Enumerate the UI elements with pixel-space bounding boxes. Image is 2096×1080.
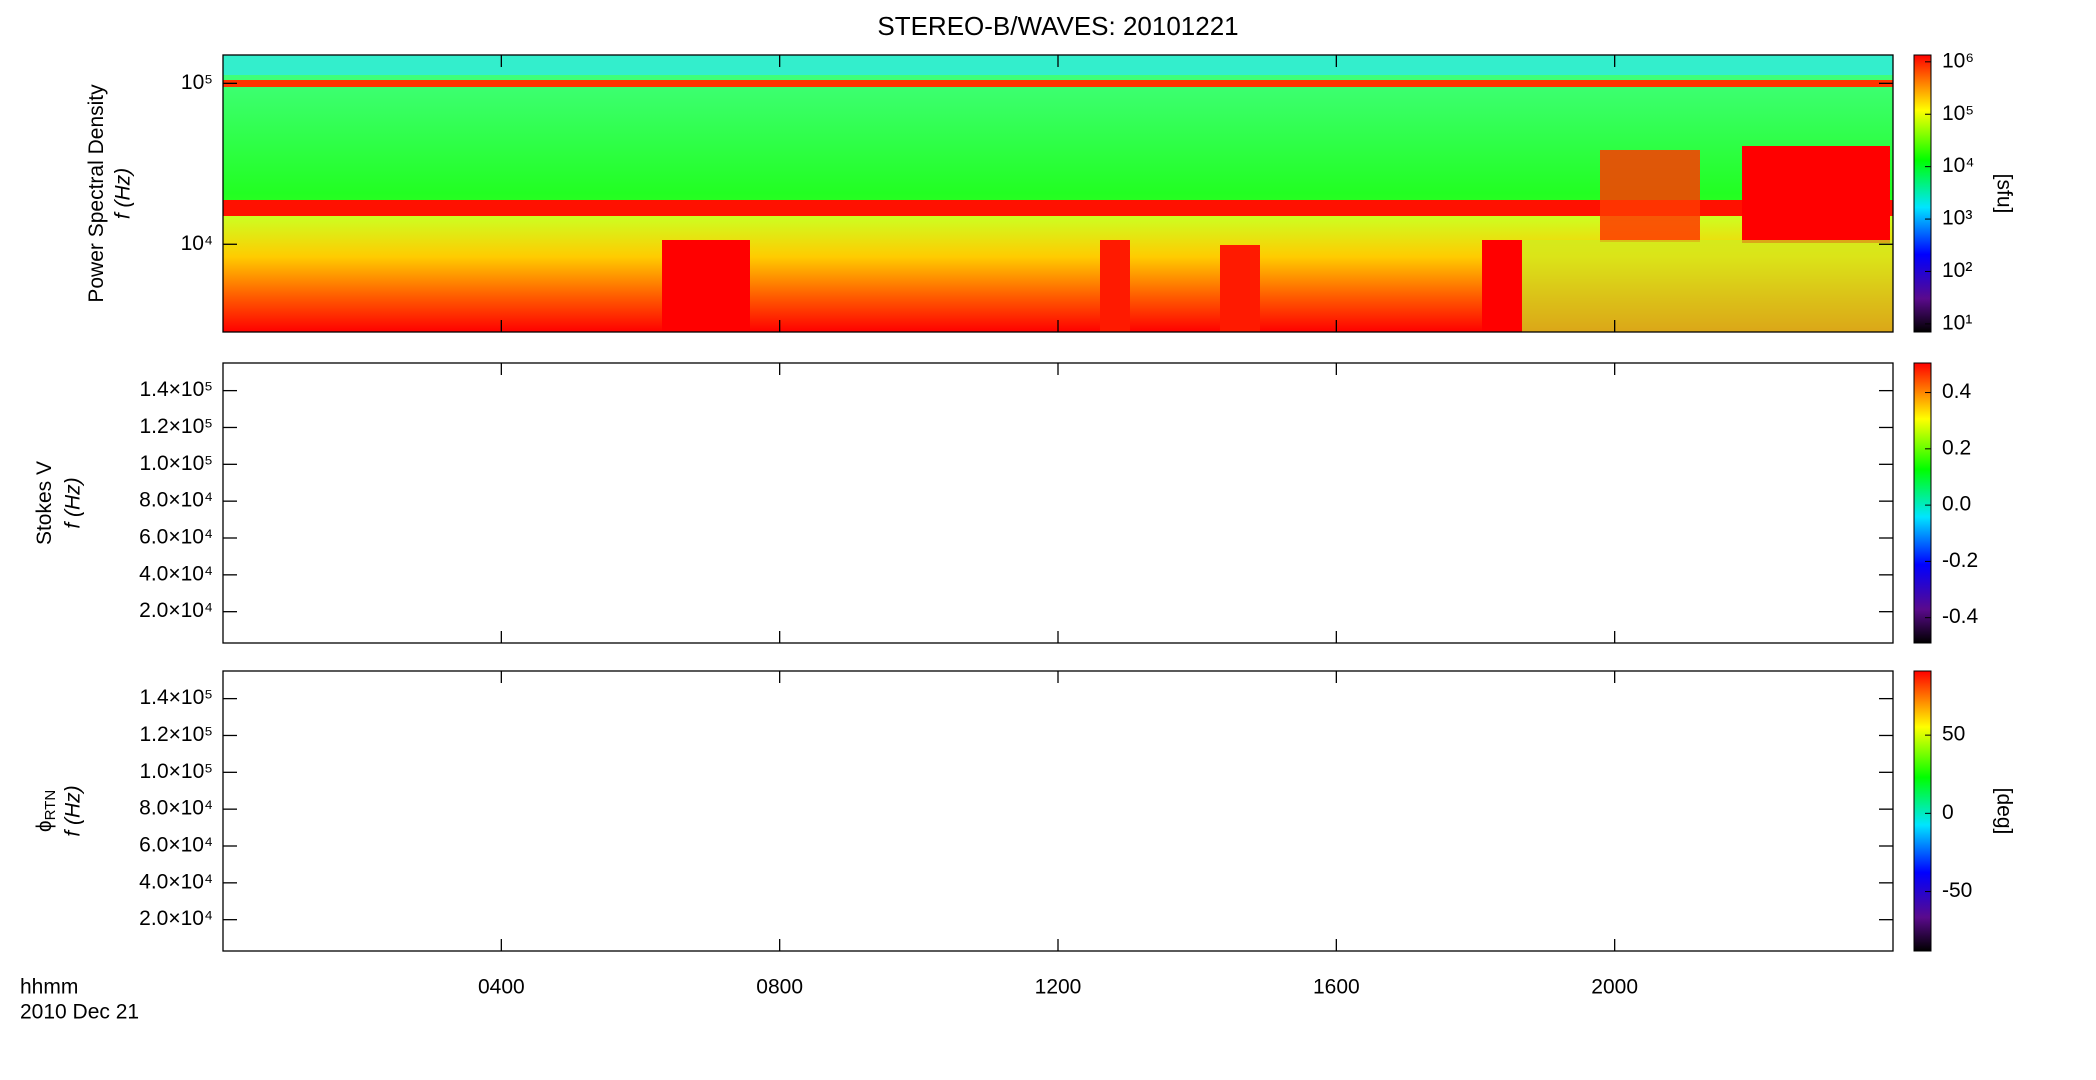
y-axis-label-main: ϕ — [33, 820, 56, 832]
colorbar-label: [sfu] — [1992, 174, 2015, 214]
y-tick-label: 1.2×10⁵ — [139, 415, 213, 438]
colorbar-tick-label: 0.2 — [1942, 436, 1971, 459]
y-tick-label: 4.0×10⁴ — [139, 562, 213, 585]
y-tick-label: 6.0×10⁴ — [139, 834, 213, 857]
x-axis-sublabel: 2010 Dec 21 — [20, 1001, 139, 1024]
y-tick-label: 10⁴ — [181, 232, 213, 255]
colorbar-tick-label: 50 — [1942, 723, 1965, 746]
y-tick-label: 2.0×10⁴ — [139, 599, 213, 622]
x-tick-label: 0400 — [478, 976, 525, 999]
y-tick-label: 2.0×10⁴ — [139, 907, 213, 930]
x-tick-label: 0800 — [756, 976, 803, 999]
colorbar-tick-label: 10¹ — [1942, 311, 1972, 334]
colorbar-tick-label: 0 — [1942, 801, 1954, 824]
colorbar-tick-label: 10⁶ — [1942, 49, 1974, 72]
x-tick-label: 2000 — [1591, 976, 1638, 999]
x-tick-label: 1600 — [1313, 976, 1360, 999]
y-axis-label-main: Stokes V — [33, 461, 56, 545]
colorbar-tick-label: -50 — [1942, 879, 1972, 902]
chart-title: STEREO-B/WAVES: 20101221 — [877, 11, 1238, 41]
spectrogram-image — [223, 55, 1893, 332]
y-axis-label: Power Spectral Density — [85, 84, 108, 303]
plot-frame — [222, 362, 1894, 644]
y-tick-label: 8.0×10⁴ — [139, 489, 213, 512]
y-tick-label: 10⁵ — [181, 71, 213, 94]
y-tick-label: 1.0×10⁵ — [139, 760, 213, 783]
colorbar-tick-label: 0.0 — [1942, 493, 1971, 516]
plot-frame — [222, 670, 1894, 952]
x-axis-label: hhmm — [20, 976, 78, 999]
colorbar-tick-label: 0.4 — [1942, 380, 1972, 403]
colorbar — [1913, 54, 1932, 333]
colorbar-tick-label: 10³ — [1942, 207, 1972, 230]
y-axis-label-sub: RTN — [42, 790, 59, 821]
colorbar — [1913, 670, 1932, 952]
y-tick-label: 1.4×10⁵ — [139, 378, 213, 401]
colorbar-tick-label: -0.4 — [1942, 605, 1979, 628]
y-tick-label: 8.0×10⁴ — [139, 797, 213, 820]
y-tick-label: 1.2×10⁵ — [139, 723, 213, 746]
y-axis-label-2: f (Hz) — [62, 785, 85, 836]
y-axis-label: ϕRTN — [33, 790, 59, 832]
x-tick-label: 1200 — [1035, 976, 1082, 999]
colorbar — [1913, 362, 1932, 644]
y-axis-label-2: f (Hz) — [62, 477, 85, 528]
colorbar-tick-label: -0.2 — [1942, 549, 1978, 572]
y-axis-label-main: Power Spectral Density — [85, 84, 108, 303]
y-tick-label: 1.0×10⁵ — [139, 452, 213, 475]
y-tick-label: 1.4×10⁵ — [139, 686, 213, 709]
colorbar-tick-label: 10⁴ — [1942, 154, 1974, 177]
colorbar-tick-label: 10⁵ — [1942, 102, 1974, 125]
y-axis-label: Stokes V — [33, 461, 56, 545]
y-tick-label: 4.0×10⁴ — [139, 870, 213, 893]
y-axis-label-2: f (Hz) — [112, 168, 135, 219]
colorbar-tick-label: 10² — [1942, 259, 1972, 282]
colorbar-label: [deg] — [1992, 788, 2015, 835]
y-tick-label: 6.0×10⁴ — [139, 526, 213, 549]
